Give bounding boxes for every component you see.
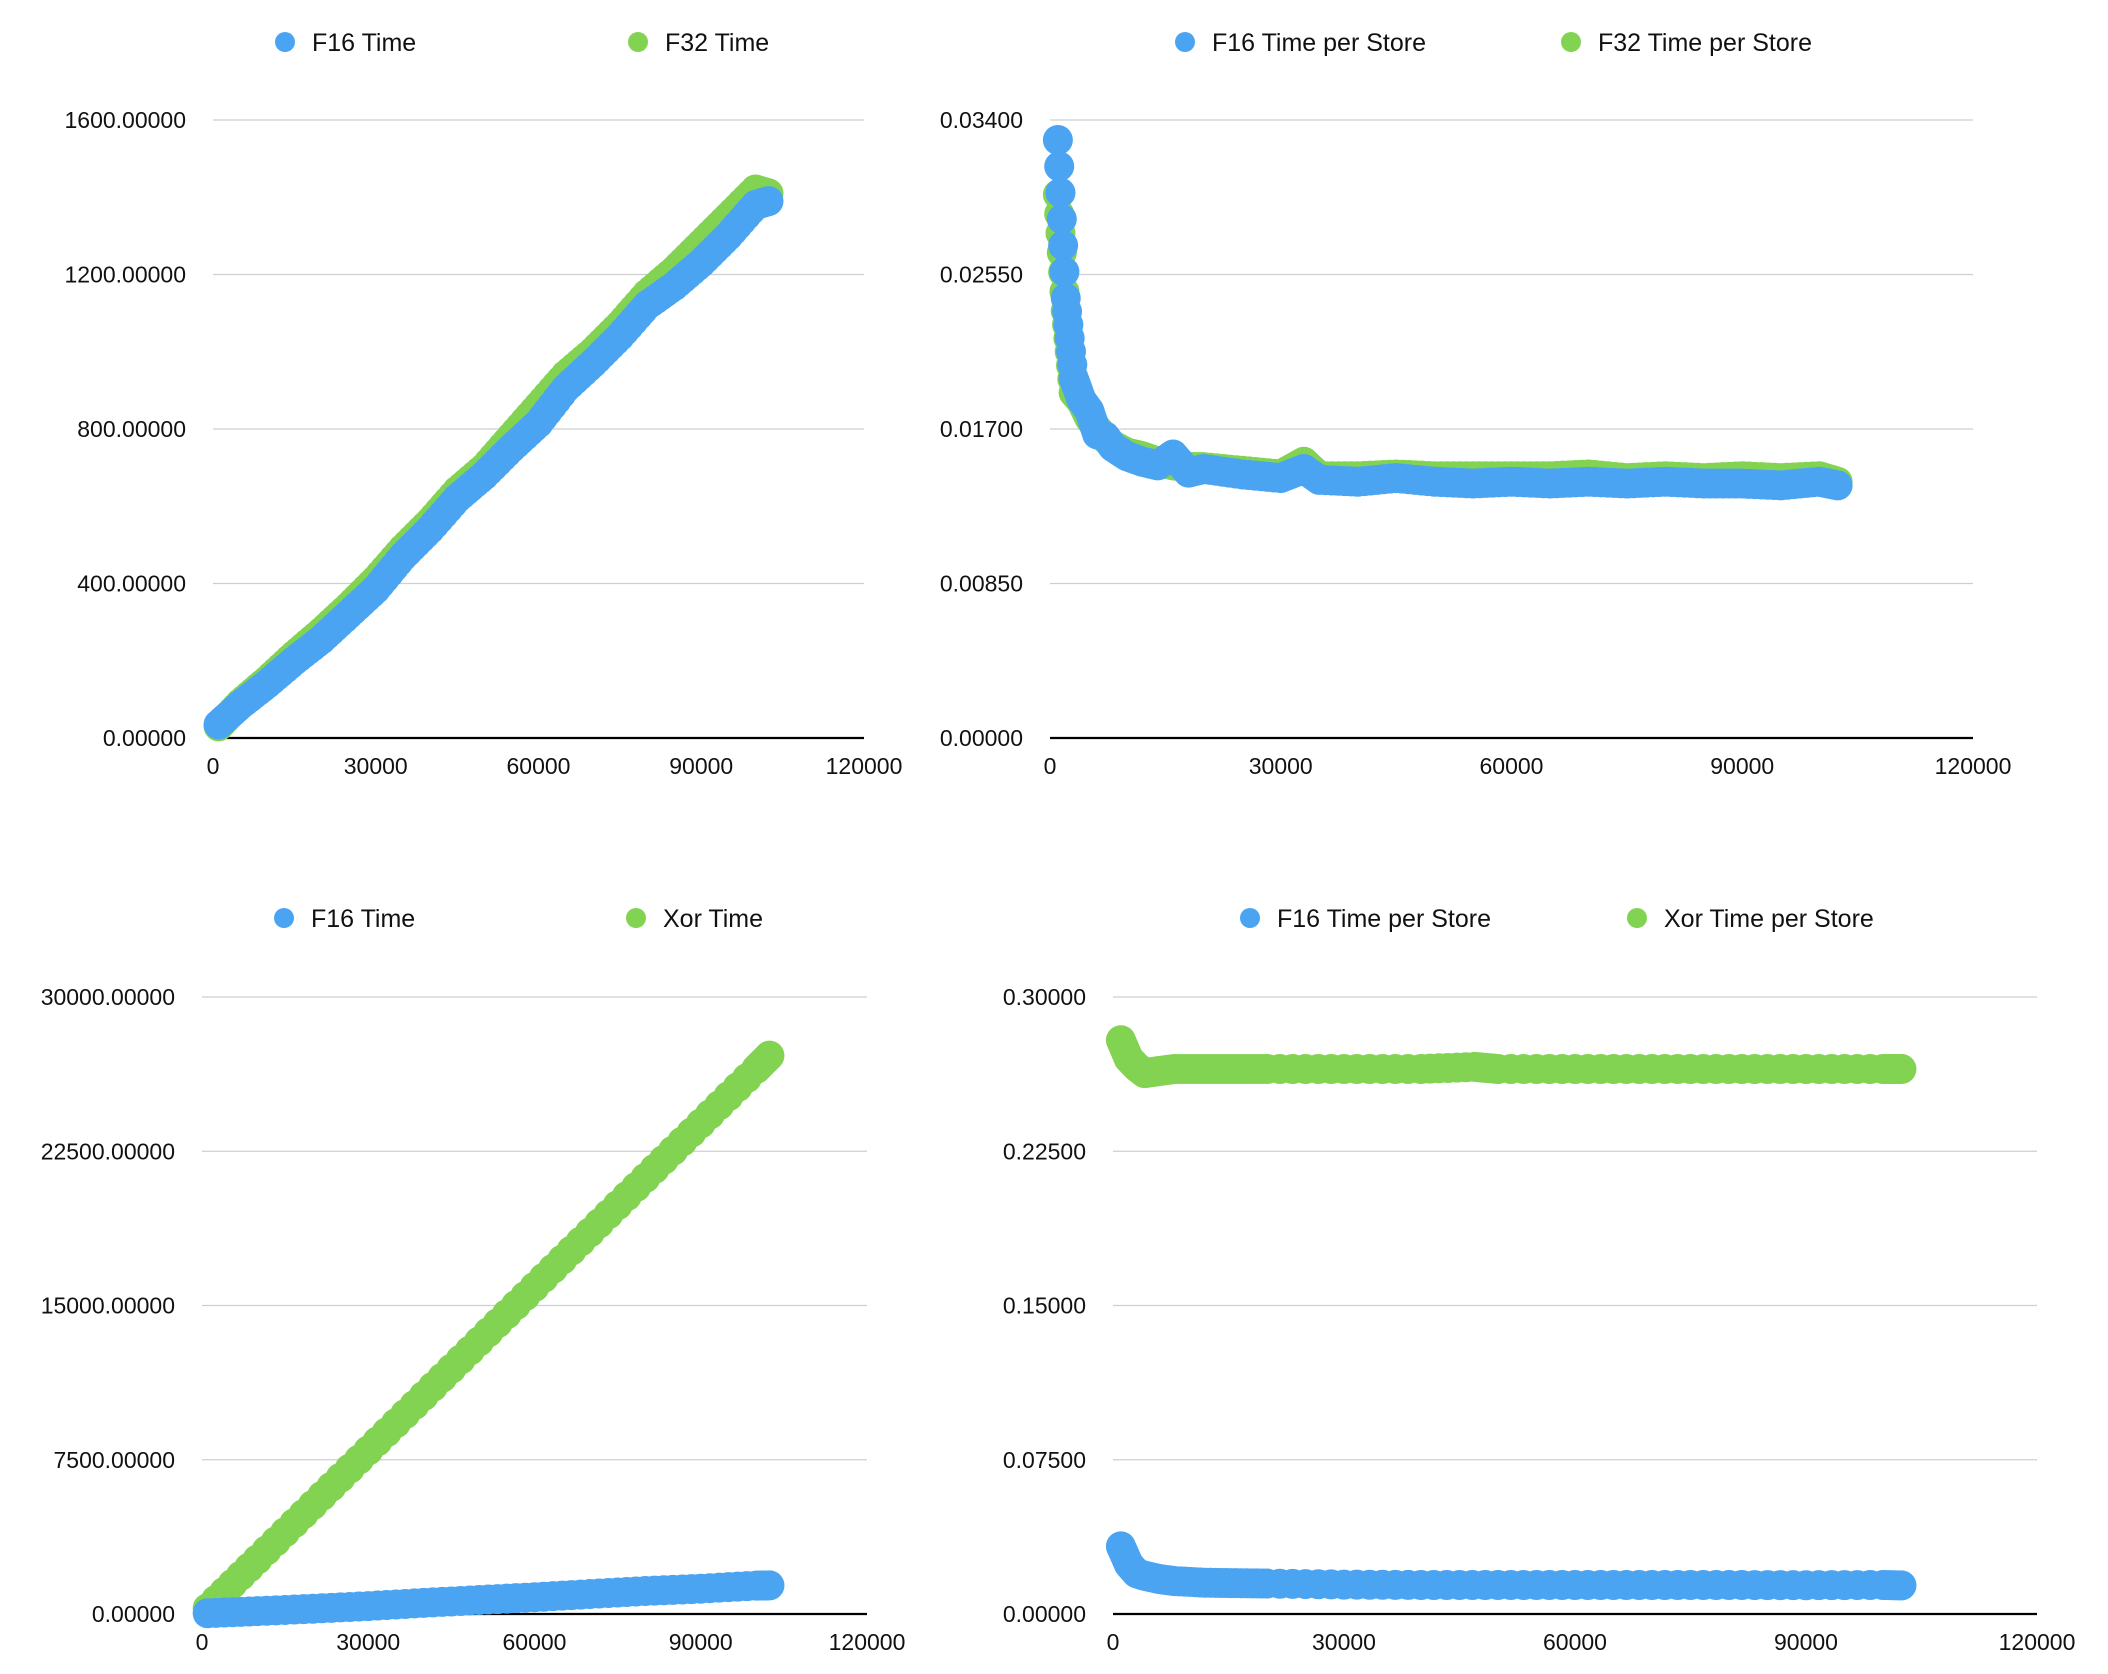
data-point: [1046, 204, 1077, 235]
x-tick-label: 120000: [1999, 1629, 2076, 1655]
data-point: [1886, 1570, 1917, 1601]
y-tick-label: 0.15000: [1003, 1293, 1086, 1319]
series-xor-time: [192, 1040, 785, 1624]
y-tick-label: 1200.00000: [64, 262, 186, 288]
x-tick-label: 60000: [1480, 753, 1544, 779]
y-tick-label: 0.00000: [92, 1601, 175, 1627]
x-tick-label: 30000: [344, 753, 408, 779]
y-tick-label: 0.00000: [103, 725, 186, 751]
legend-label: F16 Time per Store: [1212, 29, 1426, 57]
legend-marker: [1175, 32, 1195, 52]
x-tick-label: 120000: [826, 753, 903, 779]
data-point: [1045, 177, 1076, 208]
legend-label: F32 Time: [665, 29, 769, 57]
y-tick-label: 0.00850: [940, 571, 1023, 597]
x-tick-label: 120000: [1935, 753, 2012, 779]
chart-4: 0.00000 0.07500 0.15000 0.22500 0.30000 0 3000…: [1003, 905, 2076, 1655]
y-tick-label: 1600.00000: [64, 107, 186, 133]
y-tick-label: 0.00000: [940, 725, 1023, 751]
y-tick-label: 15000.00000: [41, 1293, 175, 1319]
legend-label: Xor Time per Store: [1664, 905, 1874, 933]
legend-label: Xor Time: [663, 905, 763, 933]
series-f16-time: [192, 1570, 785, 1629]
legend-label: F16 Time: [312, 29, 416, 57]
x-tick-label: 60000: [1543, 1629, 1607, 1655]
y-tick-label: 7500.00000: [53, 1447, 175, 1473]
legend-label: F16 Time: [311, 905, 415, 933]
legend-label: F32 Time per Store: [1598, 29, 1812, 57]
series-xor-time-per-store: [1105, 1025, 1917, 1089]
y-tick-label: 0.07500: [1003, 1447, 1086, 1473]
x-tick-label: 0: [1044, 753, 1057, 779]
x-tick-label: 0: [207, 753, 220, 779]
series-f16-time-per-store: [1105, 1531, 1917, 1601]
data-point: [1886, 1053, 1917, 1084]
x-tick-label: 30000: [1249, 753, 1313, 779]
y-tick-label: 800.00000: [77, 416, 186, 442]
legend-marker: [1627, 908, 1647, 928]
x-tick-label: 120000: [829, 1629, 906, 1655]
x-tick-label: 90000: [1774, 1629, 1838, 1655]
x-tick-label: 60000: [507, 753, 571, 779]
y-tick-label: 22500.00000: [41, 1138, 175, 1164]
data-point: [1049, 256, 1080, 287]
y-tick-label: 0.30000: [1003, 984, 1086, 1010]
legend-marker: [1561, 32, 1581, 52]
x-tick-label: 30000: [336, 1629, 400, 1655]
series-f16-time-per-store: [1042, 124, 1853, 501]
legend-marker: [274, 908, 294, 928]
chart-2: 0.00000 0.00850 0.01700 0.02550 0.03400 0 3000…: [940, 29, 2012, 779]
y-tick-label: 30000.00000: [41, 984, 175, 1010]
chart-3: 0.00000 7500.00000 15000.00000 22500.00000 3…: [41, 905, 906, 1655]
y-tick-label: 0.01700: [940, 416, 1023, 442]
data-point: [754, 1570, 785, 1601]
data-point: [753, 186, 784, 217]
y-tick-label: 0.02550: [940, 262, 1023, 288]
data-point: [1044, 151, 1075, 182]
legend-marker: [628, 32, 648, 52]
series-f16-time: [203, 186, 784, 740]
x-tick-label: 90000: [1710, 753, 1774, 779]
legend-marker: [626, 908, 646, 928]
legend-label: F16 Time per Store: [1277, 905, 1491, 933]
legend-marker: [275, 32, 295, 52]
x-tick-label: 0: [1107, 1629, 1120, 1655]
x-tick-label: 30000: [1312, 1629, 1376, 1655]
x-tick-label: 60000: [503, 1629, 567, 1655]
data-point: [1822, 470, 1853, 501]
data-point: [754, 1040, 785, 1071]
data-point: [1042, 124, 1073, 155]
y-tick-label: 0.03400: [940, 107, 1023, 133]
x-tick-label: 0: [196, 1629, 209, 1655]
x-tick-label: 90000: [669, 1629, 733, 1655]
chart-1: 0.00000 400.00000 800.00000 1200.00000 1600.…: [64, 29, 902, 779]
x-tick-label: 90000: [669, 753, 733, 779]
y-tick-label: 0.22500: [1003, 1138, 1086, 1164]
data-point: [1048, 230, 1079, 261]
y-tick-label: 400.00000: [77, 571, 186, 597]
legend-marker: [1240, 908, 1260, 928]
y-tick-label: 0.00000: [1003, 1601, 1086, 1627]
